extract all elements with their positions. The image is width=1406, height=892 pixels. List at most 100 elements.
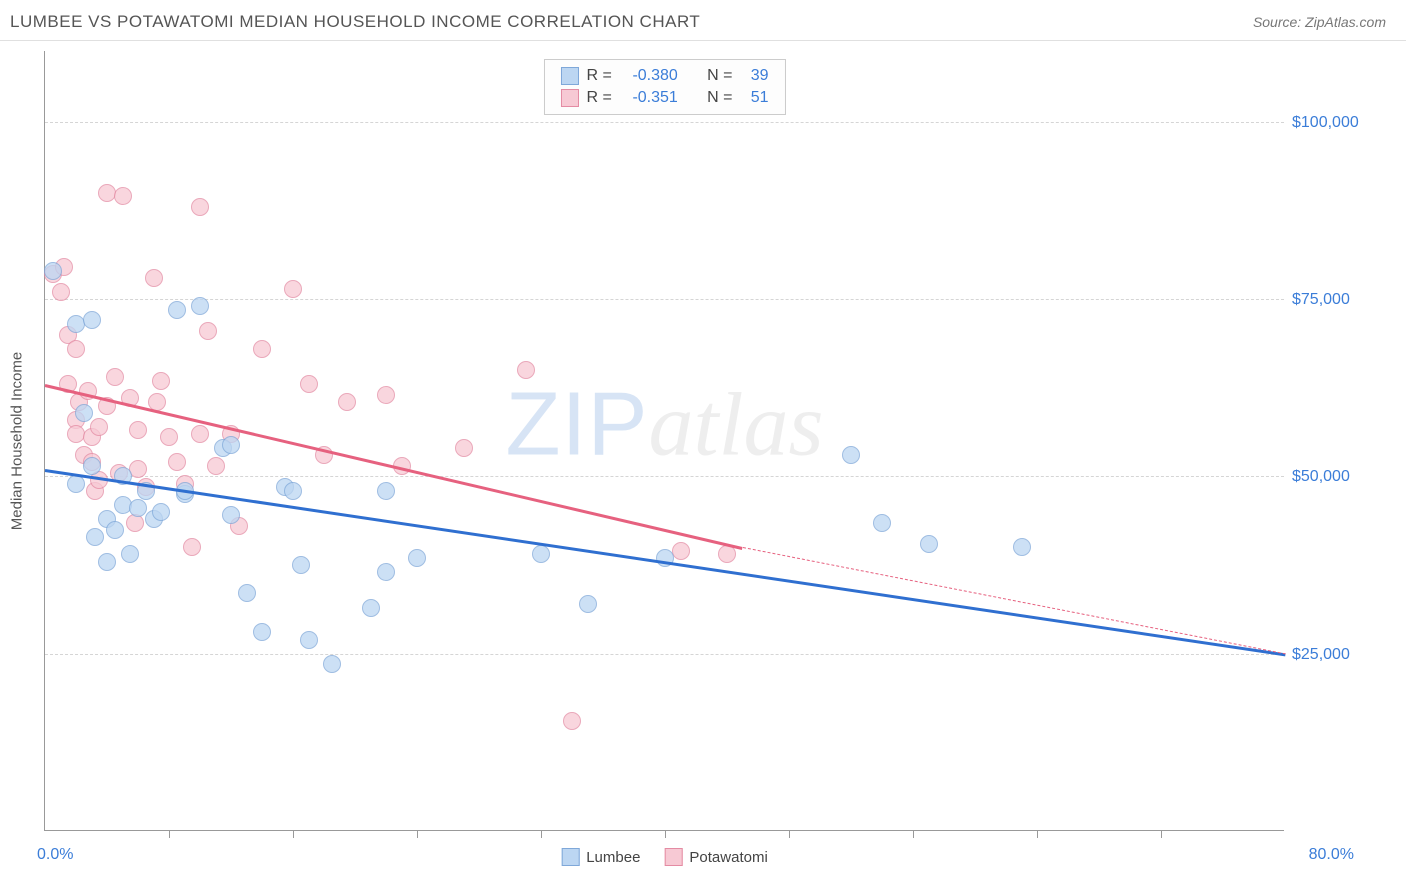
x-axis-min-label: 0.0% bbox=[37, 846, 73, 864]
lumbee-point bbox=[168, 301, 186, 319]
lumbee-point bbox=[98, 553, 116, 571]
lumbee-point bbox=[1013, 538, 1031, 556]
legend-item-potawatomi: Potawatomi bbox=[664, 848, 767, 866]
y-axis-title: Median Household Income bbox=[9, 351, 26, 529]
y-tick-label: $50,000 bbox=[1292, 468, 1392, 486]
potawatomi-point bbox=[455, 439, 473, 457]
lumbee-point bbox=[362, 599, 380, 617]
lumbee-point bbox=[44, 262, 62, 280]
r-label: R = bbox=[586, 67, 611, 85]
potawatomi-point bbox=[129, 421, 147, 439]
potawatomi-point bbox=[160, 428, 178, 446]
lumbee-point bbox=[222, 436, 240, 454]
x-tick bbox=[665, 830, 666, 838]
x-tick bbox=[913, 830, 914, 838]
correlation-legend: R = -0.380 N = 39 R = -0.351 N = 51 bbox=[543, 59, 785, 115]
potawatomi-trendline-extrapolated bbox=[742, 547, 1285, 654]
lumbee-point bbox=[920, 535, 938, 553]
lumbee-point bbox=[323, 655, 341, 673]
lumbee-point bbox=[377, 482, 395, 500]
legend-label: Potawatomi bbox=[689, 849, 767, 866]
lumbee-point bbox=[121, 545, 139, 563]
r-value: -0.380 bbox=[620, 67, 678, 85]
y-tick-label: $75,000 bbox=[1292, 291, 1392, 309]
lumbee-point bbox=[238, 584, 256, 602]
lumbee-point bbox=[292, 556, 310, 574]
potawatomi-point bbox=[672, 542, 690, 560]
chart-area: Median Household Income ZIPatlas R = -0.… bbox=[0, 41, 1406, 883]
lumbee-trendline bbox=[45, 469, 1285, 656]
potawatomi-point bbox=[183, 538, 201, 556]
potawatomi-point bbox=[52, 283, 70, 301]
chart-title: LUMBEE VS POTAWATOMI MEDIAN HOUSEHOLD IN… bbox=[10, 12, 700, 32]
potawatomi-point bbox=[563, 712, 581, 730]
potawatomi-point bbox=[207, 457, 225, 475]
potawatomi-point bbox=[199, 322, 217, 340]
lumbee-point bbox=[106, 521, 124, 539]
lumbee-point bbox=[222, 506, 240, 524]
potawatomi-point bbox=[106, 368, 124, 386]
potawatomi-point bbox=[253, 340, 271, 358]
potawatomi-point bbox=[191, 198, 209, 216]
n-value: 39 bbox=[741, 67, 769, 85]
legend-label: Lumbee bbox=[586, 849, 640, 866]
potawatomi-point bbox=[67, 340, 85, 358]
lumbee-point bbox=[377, 563, 395, 581]
lumbee-point bbox=[300, 631, 318, 649]
lumbee-point bbox=[152, 503, 170, 521]
watermark-atlas: atlas bbox=[648, 375, 823, 474]
lumbee-point bbox=[83, 457, 101, 475]
potawatomi-point bbox=[284, 280, 302, 298]
potawatomi-point bbox=[90, 418, 108, 436]
lumbee-point bbox=[253, 623, 271, 641]
legend-item-lumbee: Lumbee bbox=[561, 848, 640, 866]
series-legend: Lumbee Potawatomi bbox=[561, 848, 768, 866]
lumbee-point bbox=[284, 482, 302, 500]
potawatomi-point bbox=[114, 187, 132, 205]
x-tick bbox=[541, 830, 542, 838]
lumbee-point bbox=[83, 311, 101, 329]
potawatomi-point bbox=[377, 386, 395, 404]
lumbee-point bbox=[842, 446, 860, 464]
potawatomi-point bbox=[338, 393, 356, 411]
lumbee-point bbox=[873, 514, 891, 532]
potawatomi-point bbox=[168, 453, 186, 471]
potawatomi-point bbox=[145, 269, 163, 287]
potawatomi-point bbox=[300, 375, 318, 393]
legend-row-potawatomi: R = -0.351 N = 51 bbox=[560, 87, 768, 109]
potawatomi-swatch bbox=[560, 89, 578, 107]
y-tick-label: $25,000 bbox=[1292, 646, 1392, 664]
y-tick-label: $100,000 bbox=[1292, 114, 1392, 132]
lumbee-swatch bbox=[561, 848, 579, 866]
r-label: R = bbox=[586, 89, 611, 107]
x-tick bbox=[417, 830, 418, 838]
x-tick bbox=[169, 830, 170, 838]
gridline: $25,000 bbox=[45, 654, 1284, 655]
chart-header: LUMBEE VS POTAWATOMI MEDIAN HOUSEHOLD IN… bbox=[0, 0, 1406, 41]
n-value: 51 bbox=[741, 89, 769, 107]
lumbee-point bbox=[579, 595, 597, 613]
x-axis-max-label: 80.0% bbox=[1309, 846, 1354, 864]
x-tick bbox=[1037, 830, 1038, 838]
gridline: $100,000 bbox=[45, 122, 1284, 123]
legend-row-lumbee: R = -0.380 N = 39 bbox=[560, 65, 768, 87]
watermark: ZIPatlas bbox=[505, 373, 823, 476]
lumbee-point bbox=[75, 404, 93, 422]
chart-source: Source: ZipAtlas.com bbox=[1253, 14, 1386, 30]
lumbee-point bbox=[532, 545, 550, 563]
gridline: $50,000 bbox=[45, 476, 1284, 477]
plot-region: Median Household Income ZIPatlas R = -0.… bbox=[44, 51, 1284, 831]
r-value: -0.351 bbox=[620, 89, 678, 107]
potawatomi-point bbox=[191, 425, 209, 443]
n-label: N = bbox=[707, 67, 732, 85]
potawatomi-swatch bbox=[664, 848, 682, 866]
n-label: N = bbox=[707, 89, 732, 107]
lumbee-point bbox=[86, 528, 104, 546]
lumbee-point bbox=[191, 297, 209, 315]
lumbee-point bbox=[408, 549, 426, 567]
x-tick bbox=[1161, 830, 1162, 838]
gridline: $75,000 bbox=[45, 299, 1284, 300]
watermark-zip: ZIP bbox=[505, 374, 648, 474]
x-tick bbox=[789, 830, 790, 838]
potawatomi-point bbox=[129, 460, 147, 478]
